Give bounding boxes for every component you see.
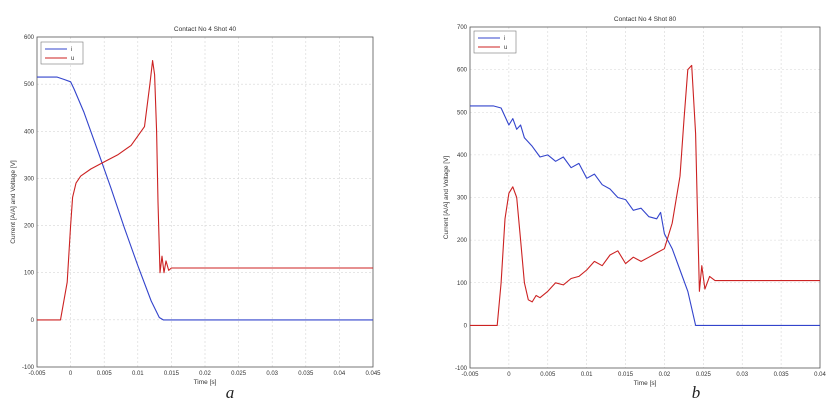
y-tick-label: 200 bbox=[457, 238, 468, 244]
chart-a: Contact No 4 Shot 40 -0.005 0 0.005 0.01 0.0… bbox=[10, 26, 381, 402]
chart-panel-a: Contact No 4 Shot 40 -0.005 0 0.005 0.01 0.0… bbox=[0, 0, 400, 403]
x-tick-label: 0.025 bbox=[231, 371, 247, 377]
chart-a-axes-frame bbox=[36, 36, 374, 368]
y-tick-label: -100 bbox=[22, 365, 35, 371]
chart-b: Contact No 4 Shot 80 -0.005 0 0.005 0.01 0.0… bbox=[443, 16, 826, 402]
x-tick-label: 0.025 bbox=[696, 372, 712, 378]
x-tick-label: 0.02 bbox=[659, 372, 671, 378]
x-tick-label: 0.04 bbox=[334, 371, 346, 377]
x-tick-label: 0 bbox=[69, 371, 73, 377]
x-tick-label: -0.005 bbox=[28, 371, 46, 377]
x-tick-label: 0.015 bbox=[164, 371, 180, 377]
x-tick-label: -0.005 bbox=[461, 372, 479, 378]
legend-label-i: i bbox=[71, 47, 72, 53]
chart-b-panel-letter: b bbox=[692, 383, 701, 402]
chart-a-x-ticks: -0.005 0 0.005 0.01 0.015 0.02 0.025 0.03 0.035 0… bbox=[28, 371, 381, 377]
chart-b-axes-frame bbox=[469, 26, 821, 369]
x-tick-label: 0.01 bbox=[132, 371, 144, 377]
y-tick-label: 300 bbox=[24, 176, 35, 182]
chart-a-panel-letter: a bbox=[226, 383, 235, 402]
chart-b-series bbox=[470, 64, 820, 326]
legend-box bbox=[473, 30, 517, 54]
chart-a-y-ticks: -100 0 100 200 300 400 500 600 bbox=[22, 35, 35, 371]
chart-b-title: Contact No 4 Shot 80 bbox=[614, 16, 677, 23]
chart-b-y-axis-label: Current [A/A] and Voltage [V] bbox=[443, 156, 450, 240]
y-tick-label: 200 bbox=[24, 224, 35, 230]
legend-label-u: u bbox=[71, 56, 74, 62]
y-tick-label: 700 bbox=[457, 25, 468, 31]
x-tick-label: 0 bbox=[507, 372, 511, 378]
x-tick-label: 0.005 bbox=[540, 372, 556, 378]
y-tick-label: 400 bbox=[24, 129, 35, 135]
x-tick-label: 0.01 bbox=[581, 372, 593, 378]
y-tick-label: 500 bbox=[457, 110, 468, 116]
x-tick-label: 0.03 bbox=[266, 371, 278, 377]
series-line-u bbox=[37, 60, 373, 321]
x-tick-label: 0.04 bbox=[814, 372, 826, 378]
y-tick-label: 400 bbox=[457, 153, 468, 159]
y-tick-label: 0 bbox=[31, 318, 35, 324]
chart-a-y-axis-label: Current [A/A] and Voltage [V] bbox=[10, 160, 17, 244]
y-tick-label: 500 bbox=[24, 82, 35, 88]
chart-a-grid bbox=[37, 37, 373, 367]
chart-b-y-ticks: -100 0 100 200 300 400 500 600 700 bbox=[455, 25, 468, 372]
series-line-u bbox=[470, 64, 820, 326]
chart-a-series bbox=[37, 60, 373, 321]
x-tick-label: 0.005 bbox=[97, 371, 113, 377]
x-tick-label: 0.035 bbox=[774, 372, 790, 378]
series-line-i bbox=[470, 105, 820, 326]
chart-b-x-ticks: -0.005 0 0.005 0.01 0.015 0.02 0.025 0.03 0.035 0… bbox=[461, 372, 826, 378]
x-tick-label: 0.035 bbox=[298, 371, 314, 377]
chart-b-legend: iu bbox=[473, 30, 517, 54]
x-tick-label: 0.03 bbox=[736, 372, 748, 378]
legend-label-u: u bbox=[504, 45, 507, 51]
y-tick-label: -100 bbox=[455, 366, 468, 372]
x-tick-label: 0.02 bbox=[199, 371, 211, 377]
x-tick-label: 0.045 bbox=[365, 371, 381, 377]
chart-panel-b: Contact No 4 Shot 80 -0.005 0 0.005 0.01 0.0… bbox=[430, 0, 830, 403]
x-tick-label: 0.015 bbox=[618, 372, 634, 378]
y-tick-label: 0 bbox=[464, 323, 468, 329]
legend-box bbox=[40, 41, 84, 65]
chart-a-title: Contact No 4 Shot 40 bbox=[174, 26, 237, 33]
y-tick-label: 600 bbox=[457, 68, 468, 74]
chart-a-x-axis-label: Time [s] bbox=[194, 379, 217, 386]
chart-a-legend: iu bbox=[40, 41, 84, 65]
chart-b-grid bbox=[470, 27, 820, 368]
y-tick-label: 600 bbox=[24, 35, 35, 41]
legend-label-i: i bbox=[504, 36, 505, 42]
chart-b-x-axis-label: Time [s] bbox=[634, 380, 657, 387]
y-tick-label: 100 bbox=[457, 281, 468, 287]
series-line-i bbox=[37, 76, 373, 321]
y-tick-label: 300 bbox=[457, 196, 468, 202]
y-tick-label: 100 bbox=[24, 271, 35, 277]
